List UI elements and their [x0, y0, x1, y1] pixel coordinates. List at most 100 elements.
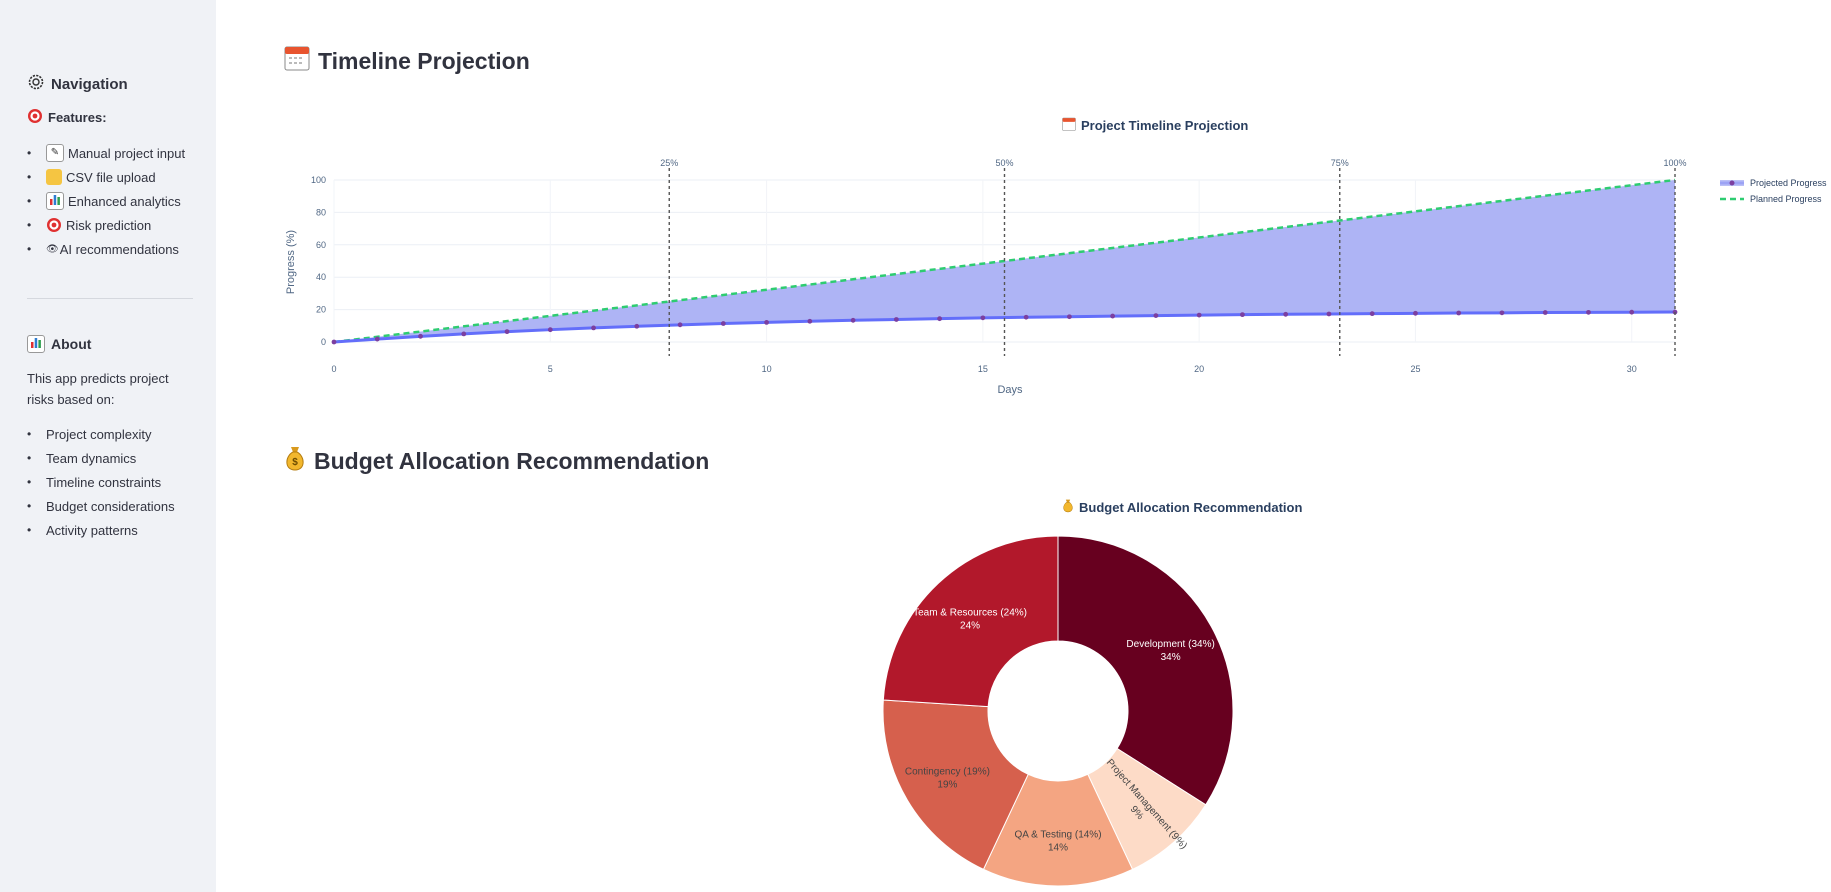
milestone-label: 50% — [995, 158, 1013, 168]
projected-point — [980, 315, 986, 321]
eye-icon: 👁 — [46, 243, 59, 255]
about-list: Project complexity Team dynamics Timelin… — [27, 422, 175, 542]
list-item: Timeline constraints — [27, 470, 175, 494]
projected-point — [1196, 312, 1202, 318]
about-title: About — [51, 336, 92, 352]
timeline-chart[interactable]: 0 20 40 60 80 100 0 5 10 15 20 25 30 25% 50% 75% 100% Day… — [0, 0, 1831, 420]
bar-chart-icon — [27, 335, 45, 353]
slice-label: Project Management (9%) — [1104, 757, 1189, 851]
nav-heading: Navigation — [27, 73, 128, 95]
projected-point — [461, 331, 467, 337]
projected-point — [1629, 309, 1635, 315]
list-item: Team dynamics — [27, 446, 175, 470]
projected-point — [850, 317, 856, 323]
projected-progress-line — [333, 310, 1676, 344]
y-tick-label: 20 — [316, 305, 326, 315]
x-tick-label: 20 — [1194, 364, 1204, 374]
y-tick-label: 40 — [316, 272, 326, 282]
legend-planned-label: Planned Progress — [1750, 194, 1822, 204]
list-item: CSV file upload — [27, 165, 185, 189]
list-item: 👁AI recommendations — [27, 237, 185, 261]
projected-point — [937, 316, 943, 322]
projected-point — [1542, 310, 1548, 315]
sidebar-divider — [27, 298, 193, 299]
x-tick-label: 30 — [1627, 364, 1637, 374]
folder-icon — [46, 169, 62, 185]
y-tick-label: 60 — [316, 240, 326, 250]
x-tick-label: 5 — [548, 364, 553, 374]
money-bag-icon: $ — [284, 444, 306, 478]
list-item: Risk prediction — [27, 213, 185, 237]
projected-point — [1499, 310, 1505, 316]
target-icon — [27, 108, 43, 127]
milestone-label: 25% — [660, 158, 678, 168]
y-axis-label: Progress (%) — [285, 230, 297, 294]
slice-label-group: Contingency (19%) 19% — [905, 766, 990, 790]
donut-slice — [1057, 535, 1234, 806]
money-bag-icon — [1062, 498, 1074, 516]
svg-text:$: $ — [292, 457, 298, 468]
projected-point — [1110, 313, 1116, 319]
slice-percent-label: 19% — [937, 779, 957, 790]
projected-point — [1283, 311, 1289, 317]
projected-point — [1240, 312, 1245, 318]
projected-point — [1586, 309, 1591, 315]
projected-point — [1326, 311, 1332, 317]
about-text: This app predicts project risks based on… — [27, 371, 169, 407]
projected-point — [591, 325, 596, 331]
about-heading: About — [27, 335, 91, 353]
legend-projected-label: Projected Progress — [1750, 178, 1827, 188]
projected-point — [1456, 310, 1462, 316]
projected-point — [720, 321, 726, 326]
projected-point — [331, 339, 337, 345]
list-item: Enhanced analytics — [27, 189, 185, 213]
memo-icon: ✎ — [46, 144, 64, 162]
features-label: Features: — [48, 110, 107, 125]
list-item: Activity patterns — [27, 518, 175, 542]
slice-label: QA & Testing (14%) — [1014, 830, 1101, 841]
sidebar: Navigation Features: ✎Manual project inp… — [0, 0, 216, 892]
features-heading: Features: — [27, 108, 107, 127]
projected-point — [547, 327, 553, 333]
calendar-icon — [1062, 117, 1076, 134]
projected-point — [418, 333, 423, 339]
donut-slice — [1087, 747, 1207, 871]
slice-percent-label: 14% — [1048, 843, 1068, 854]
x-tick-label: 0 — [331, 364, 336, 374]
list-item: Project complexity — [27, 422, 175, 446]
y-tick-label: 100 — [311, 175, 326, 185]
milestone-label: 100% — [1663, 158, 1686, 168]
donut-slice — [982, 773, 1134, 887]
x-tick-label: 15 — [978, 364, 988, 374]
projected-point — [504, 329, 510, 335]
projected-point — [374, 336, 380, 342]
budget-chart-title: Budget Allocation Recommendation — [1062, 498, 1302, 516]
calendar-icon — [284, 45, 310, 77]
slice-label: Development (34%) — [1126, 639, 1214, 650]
projected-point — [677, 322, 683, 328]
target-icon — [46, 217, 62, 233]
list-item: ✎Manual project input — [27, 141, 185, 165]
milestone-label: 75% — [1331, 158, 1349, 168]
projected-point — [634, 323, 640, 329]
projected-point — [764, 319, 769, 325]
projected-point — [807, 318, 813, 324]
x-tick-label: 25 — [1410, 364, 1420, 374]
x-axis-label: Days — [997, 384, 1023, 396]
slice-label: Contingency (19%) — [905, 766, 990, 777]
bar-chart-icon — [46, 192, 64, 210]
slice-label-group: QA & Testing (14%) 14% — [1014, 830, 1101, 854]
slice-percent-label: 9% — [1128, 804, 1146, 822]
slice-label: Team & Resources (24%) — [913, 607, 1027, 618]
projected-point — [1369, 311, 1375, 317]
nav-title: Navigation — [51, 75, 128, 93]
projected-point — [1023, 314, 1029, 320]
legend-projected-marker — [1729, 180, 1735, 186]
donut-slice — [882, 535, 1059, 708]
timeline-chart-title: Project Timeline Projection — [1062, 117, 1248, 134]
gear-icon — [27, 73, 45, 95]
slice-label-group: Project Management (9%)9% — [1104, 757, 1189, 851]
projected-point — [1153, 313, 1159, 318]
projected-point — [893, 317, 899, 322]
features-list: ✎Manual project input CSV file upload En… — [27, 141, 185, 261]
